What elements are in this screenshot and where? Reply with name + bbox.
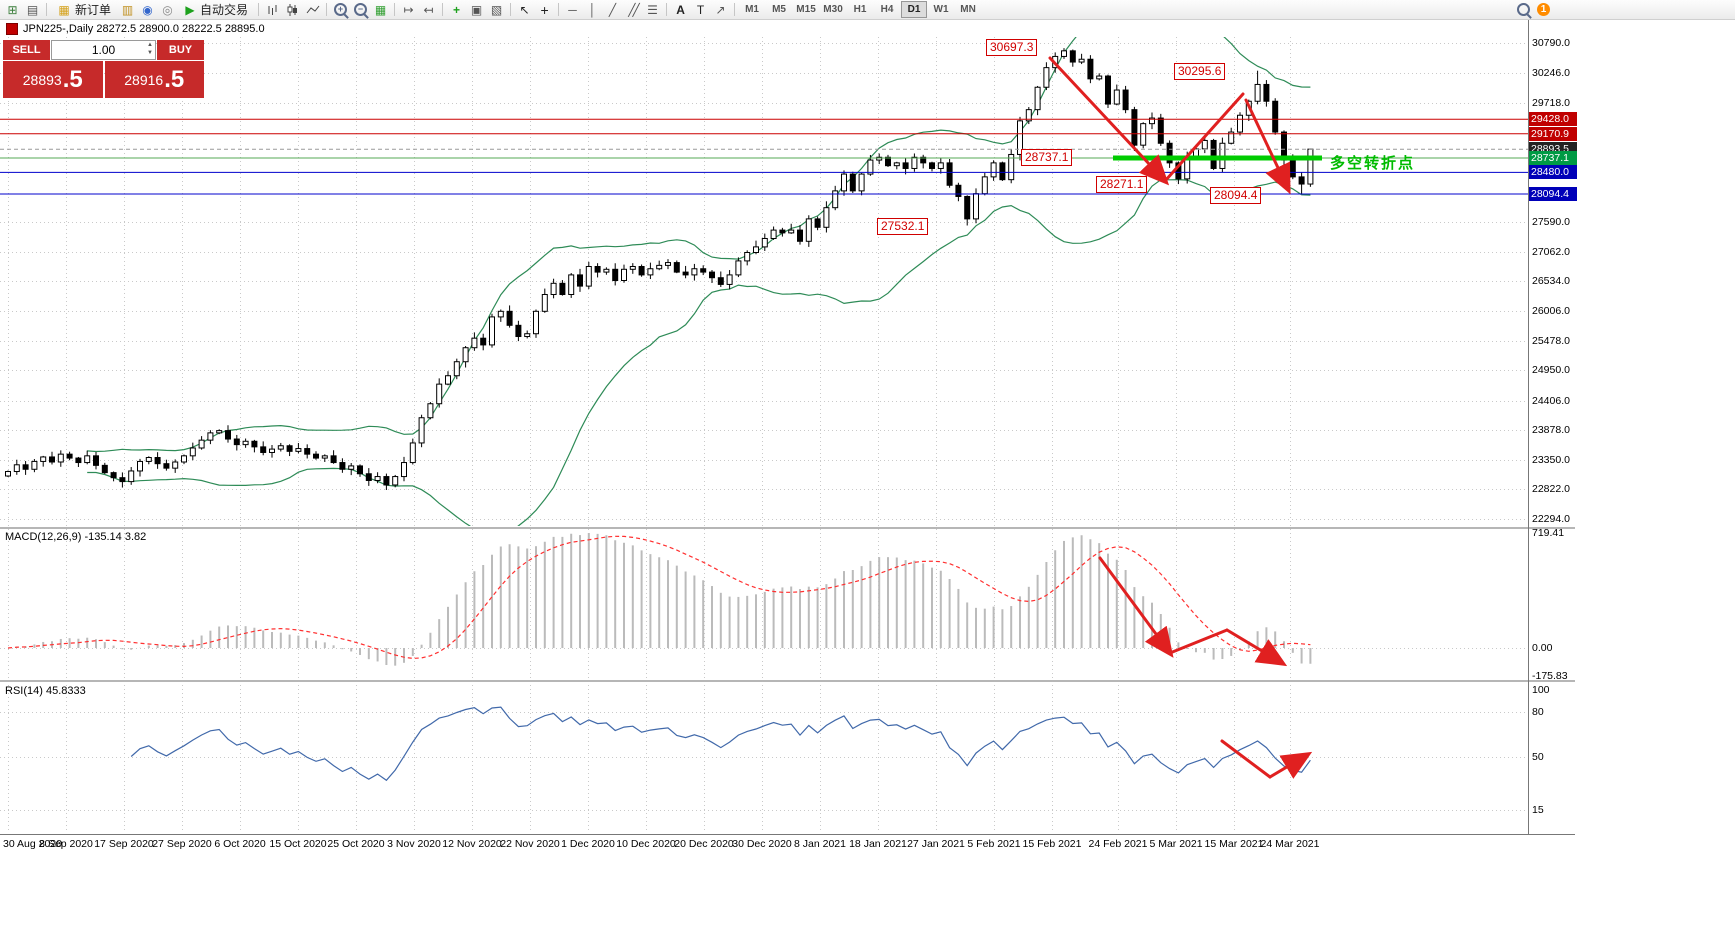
toolbar-separator (558, 3, 560, 16)
new-order-icon: ▦ (58, 2, 70, 17)
toolbar-separator (46, 3, 47, 16)
toolbar-separator (394, 3, 396, 16)
periods-icon[interactable]: ▣ (470, 2, 483, 17)
new-order-label: 新订单 (75, 3, 112, 17)
cursor-icon[interactable]: ↖ (519, 2, 530, 17)
profiles-icon[interactable]: ▤ (26, 2, 39, 17)
line-chart-icon[interactable] (303, 2, 322, 18)
arrow-objects-icon[interactable]: ↗ (715, 2, 726, 17)
zoom-out-icon[interactable]: − (351, 2, 370, 18)
market-watch-icon[interactable]: ▥ (121, 2, 134, 17)
trend-note-text[interactable]: 多空转折点 (1330, 155, 1416, 172)
autotrading-button[interactable]: ▶ 自动交易 (178, 1, 254, 18)
one-click-trading-panel: SELL ▲▼ BUY 28893 .5 28916 .5 (3, 40, 204, 98)
timeframe-d1[interactable]: D1 (901, 1, 928, 18)
timeframe-h4[interactable]: H4 (880, 4, 894, 15)
volume-spinner[interactable]: ▲ ▼ (147, 42, 153, 56)
tile-windows-icon[interactable]: ▦ (374, 2, 387, 17)
buy-button[interactable]: BUY (157, 40, 204, 60)
trend-arrow-main[interactable] (1163, 92, 1245, 183)
timeframe-m15[interactable]: M15 (796, 4, 816, 15)
toolbar-separator (666, 3, 668, 16)
trend-arrow-rsi[interactable] (1220, 739, 1272, 779)
trend-arrow-macd[interactable] (1098, 556, 1174, 658)
vertical-line-icon[interactable]: │ (588, 2, 597, 17)
toolbar-separator (326, 3, 328, 16)
trend-arrow-main[interactable] (1244, 98, 1291, 195)
trend-arrow-rsi[interactable] (1268, 751, 1313, 779)
horizontal-line-icon[interactable]: ─ (568, 2, 577, 17)
templates-icon[interactable]: ▧ (490, 2, 503, 17)
timeframe-m5[interactable]: M5 (772, 4, 786, 15)
sell-button[interactable]: SELL (3, 40, 50, 60)
timeframe-group: M1 M5 M15 M30 H1 H4 D1 W1 MN (739, 1, 981, 18)
sell-price-frac: .5 (62, 65, 83, 93)
timeframe-m1[interactable]: M1 (745, 4, 759, 15)
trend-arrow-macd[interactable] (1168, 628, 1229, 655)
sell-price-main: 28893 (22, 71, 62, 88)
search-icon[interactable] (1514, 2, 1533, 18)
toolbar-right: 1 (1514, 2, 1735, 18)
fibonacci-icon[interactable]: ☰ (647, 2, 658, 17)
sell-price-button[interactable]: 28893 .5 (3, 61, 103, 98)
timeframe-w1[interactable]: W1 (933, 4, 949, 15)
chart-window-icon (6, 23, 18, 35)
chart-title: JPN225-,Daily 28272.5 28900.0 28222.5 28… (6, 23, 265, 35)
navigator-icon[interactable]: ◉ (142, 2, 153, 17)
timeframe-mn[interactable]: MN (960, 4, 976, 15)
zoom-in-icon[interactable]: + (331, 2, 350, 18)
buy-price-button[interactable]: 28916 .5 (104, 61, 204, 98)
crosshair-icon[interactable]: + (540, 1, 549, 18)
trend-arrow-main[interactable] (1048, 56, 1170, 186)
text-label-icon[interactable]: T (696, 2, 705, 17)
bar-chart-icon[interactable] (263, 2, 282, 18)
channel-icon[interactable]: ╱╱ (628, 2, 639, 17)
rsi-indicator-label: RSI(14) 45.8333 (5, 685, 86, 697)
toolbar-separator (442, 3, 444, 16)
text-tool-icon[interactable]: A (676, 2, 685, 17)
buy-price-main: 28916 (124, 71, 164, 88)
toolbar-separator (734, 3, 736, 16)
buy-price-frac: .5 (164, 65, 185, 93)
auto-scroll-icon[interactable]: ↦ (403, 2, 414, 17)
chart-title-text: JPN225-,Daily 28272.5 28900.0 28222.5 28… (23, 23, 265, 35)
notification-badge[interactable]: 1 (1537, 3, 1550, 16)
main-toolbar: ⊞ ▤ ▦ 新订单 ▥ ◉ ◎ ▶ 自动交易 + − ▦ ↦ ↤ + ▣ (0, 0, 1735, 20)
volume-field: ▲▼ (51, 40, 156, 60)
terminal-icon[interactable]: ◎ (162, 2, 173, 17)
autotrading-play-icon: ▶ (185, 2, 195, 17)
trend-arrow-macd[interactable] (1225, 628, 1288, 667)
new-chart-icon[interactable]: ⊞ (7, 2, 18, 17)
timeframe-m30[interactable]: M30 (823, 4, 843, 15)
macd-indicator-label: MACD(12,26,9) -135.14 3.82 (5, 531, 147, 543)
indicators-icon[interactable]: + (453, 2, 461, 17)
chart-shift-icon[interactable]: ↤ (423, 2, 434, 17)
timeframe-h1[interactable]: H1 (853, 4, 867, 15)
toolbar-separator (510, 3, 512, 16)
autotrading-label: 自动交易 (200, 3, 249, 17)
trendline-icon[interactable]: ╱ (608, 2, 617, 17)
candlestick-chart-icon[interactable] (283, 2, 302, 18)
toolbar-separator (258, 3, 260, 16)
new-order-button[interactable]: ▦ 新订单 (51, 1, 117, 18)
volume-input[interactable] (66, 42, 141, 58)
